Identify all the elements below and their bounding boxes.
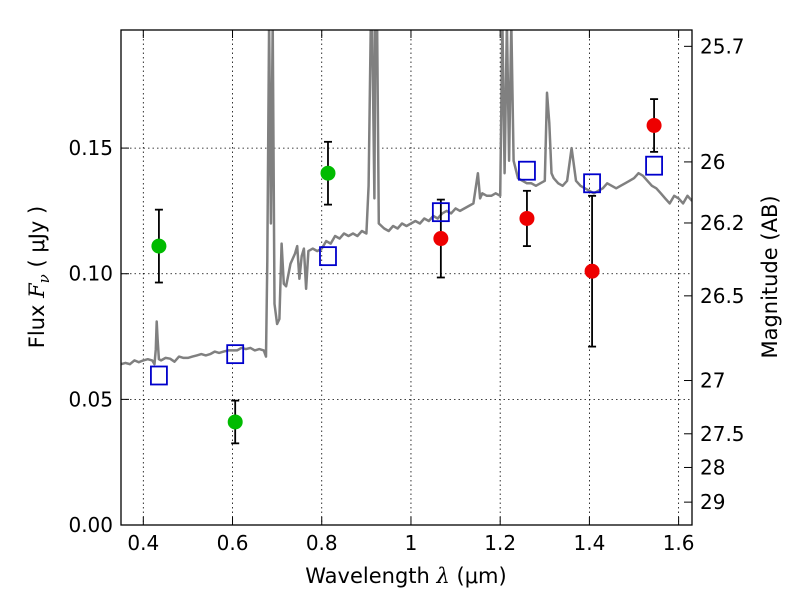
y2-tick-label: 28 bbox=[700, 455, 725, 479]
y-tick-label: 0.10 bbox=[68, 262, 113, 286]
x-tick-label: 0.8 bbox=[306, 531, 338, 555]
model-square bbox=[583, 173, 601, 194]
x-tick-label: 1.2 bbox=[484, 531, 516, 555]
model-square bbox=[226, 344, 245, 365]
y-axis-label: Flux Fν ( μJy ) bbox=[25, 206, 53, 348]
y2-tick-label: 29 bbox=[700, 490, 725, 514]
green-points bbox=[151, 165, 336, 430]
y2-tick-label: 26 bbox=[700, 150, 725, 174]
y-tick-label: 0.00 bbox=[68, 513, 113, 537]
red-point bbox=[519, 210, 535, 226]
green-point bbox=[151, 238, 167, 254]
red-points bbox=[433, 117, 662, 279]
axis-ticks bbox=[121, 30, 692, 526]
x-tick-label: 0.6 bbox=[217, 531, 249, 555]
model-squares bbox=[150, 155, 663, 386]
model-square bbox=[431, 202, 450, 223]
y2-tick-label: 27 bbox=[700, 369, 725, 393]
x-tick-labels: 0.4 0.6 0.8 1 1.2 1.4 1.6 bbox=[127, 531, 694, 555]
red-point bbox=[433, 231, 449, 247]
green-point bbox=[227, 414, 243, 430]
x-tick-label: 0.4 bbox=[127, 531, 159, 555]
y2-tick-label: 26.2 bbox=[700, 211, 745, 235]
grid-lines bbox=[121, 30, 692, 526]
model-square bbox=[150, 365, 168, 386]
model-square bbox=[319, 246, 337, 267]
y2-tick-labels: 25.7 26 26.2 26.5 27 27.5 28 29 bbox=[700, 34, 745, 514]
x-tick-label: 1 bbox=[405, 531, 418, 555]
x-tick-label: 1.4 bbox=[573, 531, 605, 555]
y2-tick-label: 26.5 bbox=[700, 284, 745, 308]
model-square bbox=[645, 155, 663, 176]
red-point bbox=[646, 117, 662, 133]
x-tick-label: 1.6 bbox=[663, 531, 695, 555]
y2-tick-label: 27.5 bbox=[700, 422, 745, 446]
y2-axis-label: Magnitude (AB) bbox=[758, 195, 782, 358]
x-axis-label: Wavelength λ (μm) bbox=[305, 564, 506, 588]
y2-tick-label: 25.7 bbox=[700, 34, 745, 58]
green-point bbox=[320, 165, 336, 181]
error-bars bbox=[154, 98, 659, 445]
template-spectrum-line bbox=[121, 30, 692, 366]
y-tick-label: 0.05 bbox=[68, 387, 113, 411]
model-square bbox=[518, 160, 536, 181]
red-point bbox=[584, 263, 600, 279]
y-tick-labels: 0.00 0.05 0.10 0.15 bbox=[68, 136, 113, 537]
plot-frame bbox=[120, 29, 693, 526]
y-tick-label: 0.15 bbox=[68, 136, 113, 160]
